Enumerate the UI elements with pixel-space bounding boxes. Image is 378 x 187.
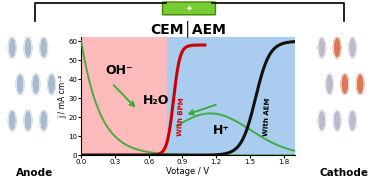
X-axis label: Votage / V: Votage / V: [166, 167, 210, 176]
Bar: [81, 37, 167, 155]
Text: H⁺: H⁺: [213, 124, 230, 137]
Text: With AEM: With AEM: [263, 98, 271, 136]
Text: With BPM: With BPM: [177, 97, 185, 136]
Y-axis label: j / mA cm⁻²: j / mA cm⁻²: [58, 75, 67, 118]
Text: CEM│AEM: CEM│AEM: [150, 21, 226, 37]
Text: OH⁻: OH⁻: [105, 64, 133, 76]
Bar: [167, 37, 295, 155]
Text: H₂O: H₂O: [143, 94, 169, 107]
FancyBboxPatch shape: [163, 2, 215, 15]
Text: Cathode: Cathode: [319, 168, 369, 178]
Text: ✦: ✦: [186, 4, 192, 13]
Text: Anode: Anode: [16, 168, 54, 178]
